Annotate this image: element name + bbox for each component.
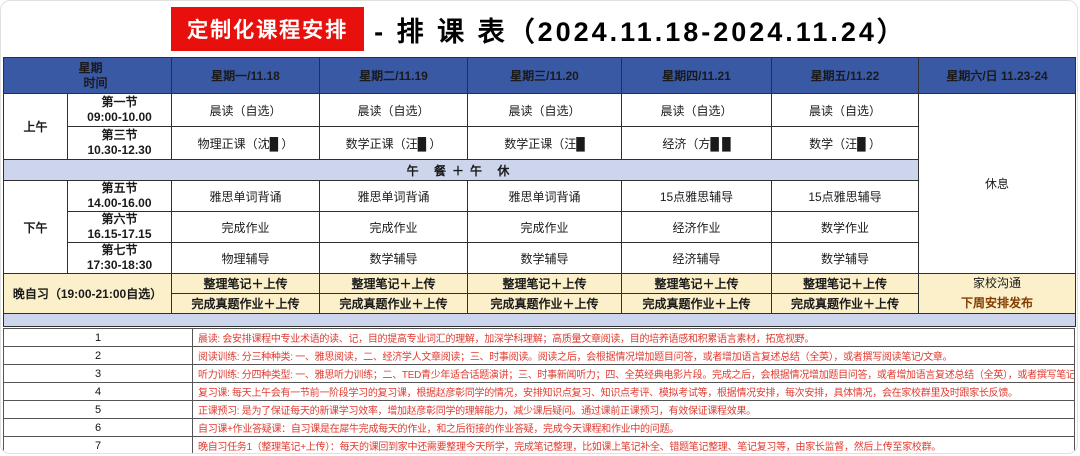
period-name: 第一节 (101, 95, 138, 109)
spacer-band (2, 313, 1077, 327)
class-cell: 晨读（自选） (467, 93, 623, 127)
period-cell-6: 第六节 16.15-17.15 (66, 211, 173, 243)
segment-label-morning: 上午 (3, 93, 68, 160)
evening-study-label: 晚自习（19:00-21:00自选） (2, 273, 173, 314)
class-cell: 完成作业 (319, 211, 469, 243)
evening-cell: 完成真题作业＋上传 (621, 293, 773, 314)
class-cell: 15点雅思辅导 (621, 180, 773, 212)
note-row: 5 正课预习: 是为了保证每天的新课学习效率，增加赵彦彰同学的理解能力，减少课后疑… (3, 400, 1075, 419)
class-cell: 数学辅导 (319, 242, 469, 274)
weekend-rest-cell: 休息 (918, 93, 1077, 274)
corner-time-label: 时间 (83, 75, 108, 90)
class-cell: 数学正课（汪█ ） (319, 126, 469, 160)
evening-cell: 完成真题作业＋上传 (467, 293, 623, 314)
note-number: 1 (3, 328, 193, 347)
evening-cell: 整理笔记＋上传 (319, 273, 469, 294)
note-row: 6 自习课+作业答疑课：自习课是在犀牛完成每天的作业，和之后衔接的作业答疑，完成今… (3, 418, 1075, 437)
note-text: 自习课+作业答疑课：自习课是在犀牛完成每天的作业，和之后衔接的作业答疑，完成今天… (192, 418, 1075, 437)
class-cell: 数学辅导 (771, 242, 920, 274)
note-number: 6 (3, 418, 193, 437)
note-text: 晨读: 会安排课程中专业术语的读、记，目的提高专业词汇的理解，加深学科理解；高质… (192, 328, 1075, 347)
note-row: 7 晚自习任务1（整理笔记+上传）：每天的课回到家中还需要整理今天所学，完成笔记整… (3, 436, 1075, 453)
period-time: 16.15-17.15 (87, 227, 152, 241)
note-row: 3 听力训练: 分四种类型: 一、雅思听力训练；二、TED青少年适合话题演讲；三、… (3, 364, 1075, 383)
evening-cell: 完成真题作业＋上传 (771, 293, 920, 314)
title-bar: 定制化课程安排 - 排 课 表（2024.11.18-2024.11.24） (1, 1, 1077, 57)
class-cell: 数学（汪█ ） (771, 126, 920, 160)
weekend-next-week-label: 下周安排发布 (961, 295, 1034, 310)
note-text: 复习课: 每天上午会有一节前一阶段学习的复习课，根据赵彦彰同学的情况，安排知识点… (192, 382, 1075, 401)
customized-plan-badge: 定制化课程安排 (171, 7, 365, 51)
period-cell-5: 第五节 14.00-16.00 (66, 180, 173, 212)
page-title: - 排 课 表（2024.11.18-2024.11.24） (374, 16, 907, 47)
evening-cell: 整理笔记＋上传 (467, 273, 623, 294)
class-cell: 经济作业 (621, 211, 773, 243)
period-name: 第七节 (101, 243, 138, 258)
evening-cell: 完成真题作业＋上传 (171, 293, 321, 314)
day-header-fri: 星期五/11.22 (771, 57, 920, 94)
lunch-banner: 午 餐＋午 休 (2, 159, 920, 181)
weekend-communication-label: 家校沟通 (973, 276, 1022, 291)
note-number: 7 (3, 436, 193, 453)
note-number: 5 (3, 400, 193, 419)
class-cell: 雅思单词背诵 (467, 180, 623, 212)
class-cell: 晨读（自选） (171, 93, 321, 127)
weekend-evening-cell: 家校沟通 下周安排发布 (918, 273, 1077, 314)
note-text: 听力训练: 分四种类型: 一、雅思听力训练；二、TED青少年适合话题演讲；三、时… (192, 364, 1075, 383)
class-cell: 物理正课（沈█ ） (171, 126, 321, 160)
day-header-wed: 星期三/11.20 (467, 57, 623, 94)
day-header-thu: 星期四/11.21 (621, 57, 773, 94)
period-cell-3: 第三节 10.30-12.30 (66, 126, 173, 160)
class-cell: 晨读（自选） (771, 93, 920, 127)
class-cell: 15点雅思辅导 (771, 180, 920, 212)
note-number: 3 (3, 364, 193, 383)
period-name: 第六节 (101, 212, 138, 227)
period-time: 14.00-16.00 (87, 196, 152, 210)
period-cell-1: 第一节 09:00-10.00 (66, 93, 173, 127)
note-row: 4 复习课: 每天上午会有一节前一阶段学习的复习课，根据赵彦彰同学的情况，安排知识… (3, 382, 1075, 401)
class-cell: 数学作业 (771, 211, 920, 243)
note-row: 2 阅读训练: 分三种种类: 一、雅思阅读，二、经济学人文章阅读；三、时事阅读。阅… (3, 346, 1075, 365)
evening-cell: 整理笔记＋上传 (771, 273, 920, 294)
segment-label-afternoon: 下午 (3, 180, 68, 274)
class-cell: 雅思单词背诵 (171, 180, 321, 212)
class-cell: 经济（方█ █ (621, 126, 773, 160)
class-cell: 雅思单词背诵 (319, 180, 469, 212)
day-header-weekend: 星期六/日 11.23-24 (918, 57, 1077, 94)
class-cell: 完成作业 (467, 211, 623, 243)
period-time: 17:30-18:30 (86, 258, 153, 272)
note-text: 阅读训练: 分三种种类: 一、雅思阅读，二、经济学人文章阅读；三、时事阅读。阅读… (192, 346, 1075, 365)
schedule-table: 星期 时间 星期一/11.18 星期二/11.19 星期三/11.20 星期四/… (2, 57, 1077, 327)
notes-table: 1 晨读: 会安排课程中专业术语的读、记，目的提高专业词汇的理解，加深学科理解；高… (3, 328, 1075, 453)
corner-header-cell: 星期 时间 (2, 57, 173, 94)
evening-cell: 完成真题作业＋上传 (319, 293, 469, 314)
class-cell: 完成作业 (171, 211, 321, 243)
period-name: 第三节 (101, 128, 138, 142)
class-cell: 晨读（自选） (319, 93, 469, 127)
corner-week-label: 星期 (78, 60, 103, 75)
note-number: 2 (3, 346, 193, 365)
note-number: 4 (3, 382, 193, 401)
period-name: 第五节 (101, 181, 138, 196)
note-text: 晚自习任务1（整理笔记+上传）：每天的课回到家中还需要整理今天所学，完成笔记整理… (192, 436, 1075, 453)
class-cell: 数学正课（汪█ (467, 126, 623, 160)
period-time: 10.30-12.30 (87, 143, 152, 157)
class-cell: 晨读（自选） (621, 93, 773, 127)
note-row: 1 晨读: 会安排课程中专业术语的读、记，目的提高专业词汇的理解，加深学科理解；高… (3, 328, 1075, 347)
evening-cell: 整理笔记＋上传 (171, 273, 321, 294)
day-header-tue: 星期二/11.19 (319, 57, 469, 94)
class-cell: 经济辅导 (621, 242, 773, 274)
note-text: 正课预习: 是为了保证每天的新课学习效率，增加赵彦彰同学的理解能力，减少课后疑问… (192, 400, 1075, 419)
evening-cell: 整理笔记＋上传 (621, 273, 773, 294)
class-cell: 数学辅导 (467, 242, 623, 274)
period-cell-7: 第七节 17:30-18:30 (66, 242, 173, 274)
period-time: 09:00-10.00 (87, 110, 152, 124)
day-header-mon: 星期一/11.18 (171, 57, 321, 94)
class-cell: 物理辅导 (171, 242, 321, 274)
